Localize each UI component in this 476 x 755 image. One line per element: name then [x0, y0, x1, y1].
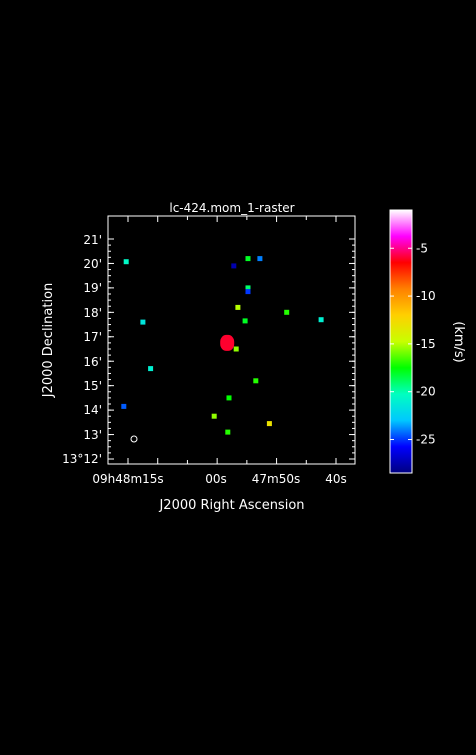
x-tick-label: 00s [205, 472, 227, 486]
y-axis-label: J2000 Declination [41, 283, 56, 399]
data-pixel [123, 259, 129, 265]
colorbar-tick-label: -20 [416, 385, 436, 399]
y-tick-label: 19' [83, 281, 102, 295]
x-tick-label: 47m50s [252, 472, 300, 486]
data-pixel [121, 403, 127, 409]
y-tick-label: 13°12' [62, 452, 102, 466]
data-pixel [148, 366, 154, 372]
data-pixel [257, 256, 263, 262]
x-tick-label: 09h48m15s [92, 472, 163, 486]
data-pixel [220, 334, 235, 351]
y-tick-label: 20' [83, 257, 102, 271]
tick-marks [108, 216, 355, 464]
beam-ellipse [130, 435, 138, 443]
colorbar [389, 209, 413, 474]
data-pixel [266, 421, 272, 427]
data-pixel [233, 346, 239, 352]
y-tick-label: 17' [83, 330, 102, 344]
data-pixel [140, 319, 146, 325]
data-pixel [231, 263, 237, 269]
y-tick-label: 16' [83, 355, 102, 369]
y-tick-label: 15' [83, 379, 102, 393]
y-tick-label: 13' [83, 428, 102, 442]
x-axis-label: J2000 Right Ascension [158, 498, 304, 513]
colorbar-tick-label: -15 [416, 337, 436, 351]
colorbar-tick-label: -10 [416, 289, 436, 303]
data-pixel [253, 378, 259, 384]
data-pixel [318, 317, 324, 323]
data-pixel [226, 395, 232, 401]
data-pixel [211, 413, 217, 419]
x-tick-label: 40s [325, 472, 347, 486]
data-pixel [245, 256, 251, 262]
colorbar-tick-label: -5 [416, 241, 428, 255]
colorbar-ticks [390, 247, 412, 441]
data-pixel [245, 285, 251, 291]
x-tick-labels: 09h48m15s 00s 47m50s 40s [92, 472, 346, 486]
data-pixel [242, 318, 248, 324]
colorbar-label: (km/s) [451, 321, 466, 363]
data-pixel [284, 309, 290, 315]
data-pixels [121, 256, 324, 435]
y-tick-label: 18' [83, 306, 102, 320]
colorbar-labels: -5 -10 -15 -20 -25 [416, 241, 436, 446]
data-pixel [245, 289, 251, 295]
colorbar-tick-label: -25 [416, 433, 436, 447]
data-pixel [235, 304, 241, 310]
data-pixel [225, 429, 231, 435]
y-tick-labels: 13°12' 13' 14' 15' 16' 17' 18' 19' 20' 2… [62, 233, 102, 466]
chart-title: lc-424.mom_1-raster [169, 201, 294, 215]
y-tick-label: 21' [83, 233, 102, 247]
y-tick-label: 14' [83, 403, 102, 417]
